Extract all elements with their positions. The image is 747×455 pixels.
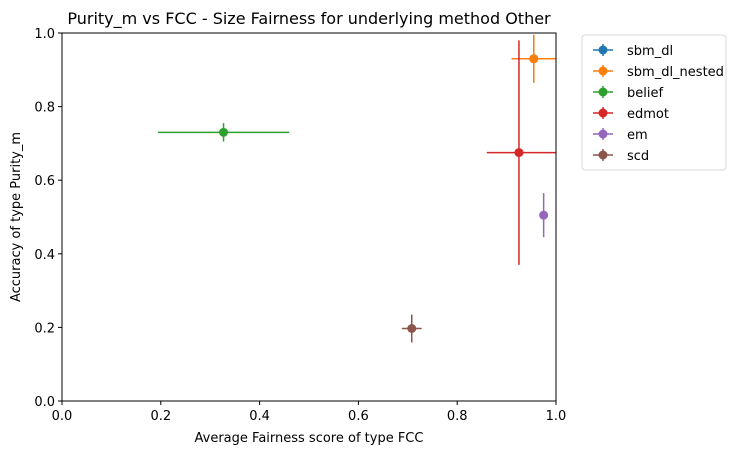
legend-swatch-marker [598, 87, 608, 97]
series-belief [157, 123, 290, 142]
legend-swatch-marker [598, 129, 608, 139]
legend-label: belief [627, 86, 663, 101]
legend-label: sbm_dl [627, 44, 673, 59]
series-scd [401, 314, 422, 343]
y-tick-label: 1.0 [34, 27, 55, 42]
legend-item-em: em [593, 128, 648, 143]
data-point [529, 54, 539, 64]
legend-label: edmot [627, 107, 669, 122]
legend-item-belief: belief [593, 86, 663, 101]
y-tick-label: 0.0 [34, 395, 55, 410]
x-tick-label: 0.6 [348, 409, 369, 424]
legend-item-scd: scd [593, 149, 649, 164]
data-point [407, 324, 417, 334]
x-axis-label: Average Fairness score of type FCC [195, 431, 424, 446]
y-tick-label: 0.8 [34, 101, 55, 116]
legend-item-sbm_dl: sbm_dl [593, 44, 673, 59]
legend-frame [581, 34, 727, 171]
x-tick-label: 1.0 [546, 409, 567, 424]
plot-area: 0.0 0.2 0.4 0.6 0.8 1.0 0.0 0.2 0.4 0.6 0.8 1.0 [34, 27, 566, 424]
legend-item-edmot: edmot [593, 107, 669, 122]
series-edmot [486, 40, 556, 265]
x-tick-label: 0.8 [447, 409, 468, 424]
legend-label: em [627, 128, 648, 143]
x-tick-label: 0.2 [150, 409, 171, 424]
data-point [539, 210, 549, 220]
legend-swatch-marker [598, 150, 608, 160]
y-tick-label: 0.2 [34, 321, 55, 336]
marks-layer [157, 34, 556, 343]
series-em [539, 193, 549, 238]
plot-frame [61, 32, 557, 402]
x-tick-label: 0.4 [249, 409, 270, 424]
data-point [219, 127, 229, 137]
legend-swatch-marker [598, 108, 608, 118]
legend-label: scd [627, 149, 649, 164]
legend-label: sbm_dl_nested [627, 65, 724, 80]
ticks-layer: 0.0 0.2 0.4 0.6 0.8 1.0 0.0 0.2 0.4 0.6 0.8 1.0 [34, 27, 566, 424]
y-tick-label: 0.6 [34, 174, 55, 189]
x-tick-label: 0.0 [52, 409, 73, 424]
legend-item-sbm_dl_nested: sbm_dl_nested [593, 65, 724, 80]
data-point [514, 148, 524, 158]
y-axis-label: Accuracy of type Purity_m [9, 132, 24, 302]
y-tick-label: 0.4 [34, 248, 55, 263]
legend-swatch-marker [598, 66, 608, 76]
chart-title: Purity_m vs FCC - Size Fairness for unde… [67, 9, 551, 29]
legend-swatch-marker [598, 45, 608, 55]
